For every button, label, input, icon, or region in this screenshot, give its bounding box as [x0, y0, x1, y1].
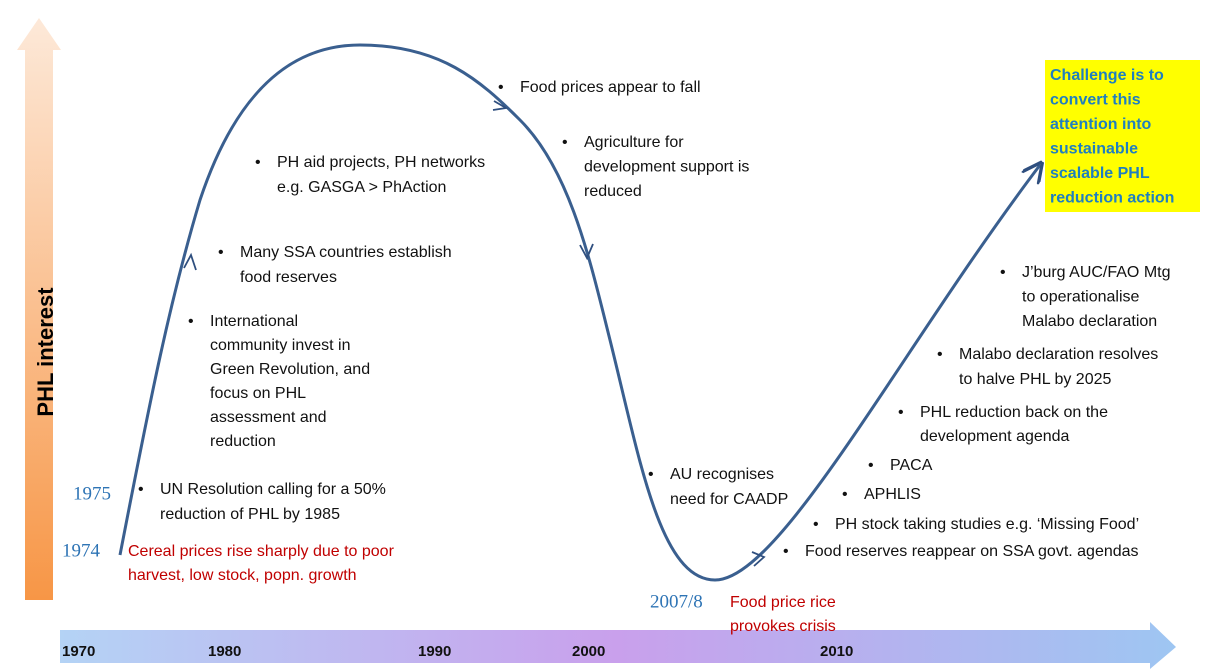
- bullet-dot: •: [562, 134, 568, 151]
- callout-text: reduction action: [1050, 190, 1174, 207]
- bullet-dot: •: [255, 154, 261, 171]
- bullet-dot: •: [188, 313, 194, 330]
- year-label: 2007/8: [650, 591, 703, 612]
- bullet-text: J’burg AUC/FAO Mtg: [1022, 264, 1171, 281]
- bullet-dot: •: [1000, 264, 1006, 281]
- bullet-text: PH stock taking studies e.g. ‘Missing Fo…: [835, 516, 1139, 533]
- bullet-text: e.g. GASGA > PhAction: [277, 179, 446, 196]
- event-note: Cereal prices rise sharply due to poor: [128, 543, 395, 560]
- bullet-text: focus on PHL: [210, 385, 306, 402]
- event-note: harvest, low stock, popn. growth: [128, 567, 357, 584]
- year-label: 1974: [62, 540, 101, 561]
- bullet-text: APHLIS: [864, 486, 921, 503]
- bullet-text: food reserves: [240, 269, 337, 286]
- bullet-dot: •: [138, 481, 144, 498]
- y-axis-arrow: [17, 18, 61, 600]
- bullet-dot: •: [498, 79, 504, 96]
- bullet-dot: •: [813, 516, 819, 533]
- bullet-text: PH aid projects, PH networks: [277, 154, 485, 171]
- timeline-year: 2000: [572, 643, 605, 660]
- bullet-text: International: [210, 313, 298, 330]
- event-note: Food price rice: [730, 594, 836, 611]
- bullet-text: AU recognises: [670, 466, 774, 483]
- bullet-dot: •: [842, 486, 848, 503]
- bullet-text: to operationalise: [1022, 289, 1140, 306]
- bullet-dot: •: [218, 244, 224, 261]
- callout-text: scalable PHL: [1050, 165, 1150, 182]
- bullet-dot: •: [937, 346, 943, 363]
- bullet-text: Agriculture for: [584, 134, 684, 151]
- interest-curve: [118, 43, 1040, 582]
- bullet-text: Green Revolution, and: [210, 361, 370, 378]
- bullet-text: reduced: [584, 183, 642, 200]
- callout-text: attention into: [1050, 116, 1152, 133]
- bullet-text: Malabo declaration resolves: [959, 346, 1158, 363]
- callout-text: convert this: [1050, 92, 1141, 109]
- timeline-year: 1980: [208, 643, 241, 660]
- bullet-text: development support is: [584, 159, 749, 176]
- callout-box: [1045, 60, 1200, 212]
- timeline-year: 1990: [418, 643, 451, 660]
- bullet-text: PHL reduction back on the: [920, 404, 1108, 421]
- bullet-text: reduction: [210, 433, 276, 450]
- bullet-text: reduction of PHL by 1985: [160, 506, 340, 523]
- timeline-year: 2010: [820, 643, 853, 660]
- callout-text: sustainable: [1050, 141, 1138, 158]
- bullet-text: to halve PHL by 2025: [959, 371, 1112, 388]
- year-label: 1975: [73, 483, 111, 504]
- bullet-text: Food reserves reappear on SSA govt. agen…: [805, 543, 1139, 560]
- bullet-dot: •: [648, 466, 654, 483]
- bullet-dot: •: [868, 457, 874, 474]
- bullet-text: Food prices appear to fall: [520, 79, 701, 96]
- timeline-year: 1970: [62, 643, 95, 660]
- curve-arrows: [183, 100, 766, 567]
- bullet-text: Malabo declaration: [1022, 313, 1157, 330]
- bullet-text: community invest in: [210, 337, 351, 354]
- bullet-text: UN Resolution calling for a 50%: [160, 481, 386, 498]
- bullet-text: assessment and: [210, 409, 327, 426]
- bullet-text: need for CAADP: [670, 491, 788, 508]
- timeline-arrow: [60, 622, 1176, 669]
- event-note: provokes crisis: [730, 618, 836, 635]
- bullet-text: Many SSA countries establish: [240, 244, 452, 261]
- axis-label: PHL interest: [33, 287, 58, 417]
- bullet-text: development agenda: [920, 428, 1070, 445]
- bullet-text: PACA: [890, 457, 933, 474]
- bullet-dot: •: [898, 404, 904, 421]
- callout-text: Challenge is to: [1050, 67, 1164, 84]
- bullet-dot: •: [783, 543, 789, 560]
